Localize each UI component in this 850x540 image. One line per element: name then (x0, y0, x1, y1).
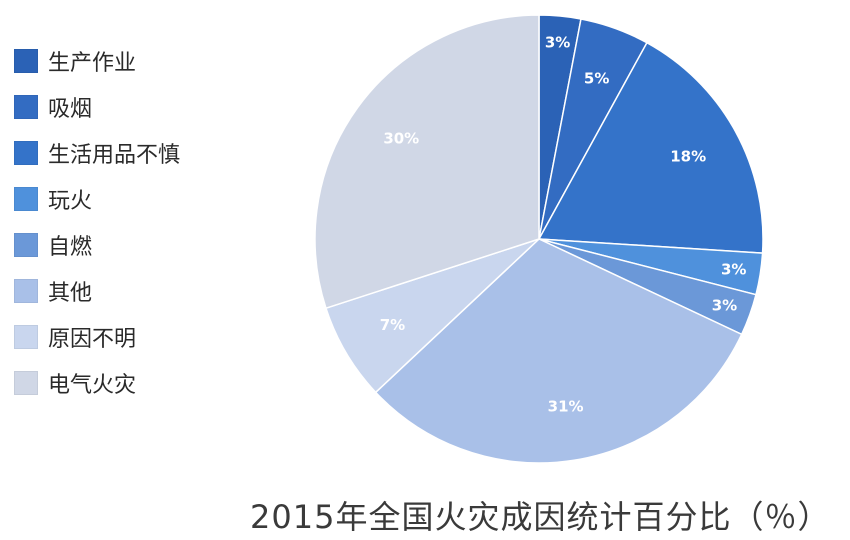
legend-item: 生产作业 (14, 46, 180, 76)
legend-swatch (14, 278, 38, 303)
slice-label: 3% (721, 260, 746, 278)
pie-slice (374, 238, 743, 464)
slice-label: 31% (548, 398, 584, 416)
legend-swatch (14, 48, 38, 73)
slice-label: 3% (712, 296, 737, 314)
legend-item: 原因不明 (14, 322, 180, 352)
slice-label: 7% (380, 316, 405, 334)
slice-label: 18% (670, 147, 706, 165)
legend-label: 生活用品不慎 (48, 142, 181, 168)
legend-swatch (14, 94, 38, 119)
legend-item: 吸烟 (14, 92, 180, 122)
legend-swatch (14, 232, 38, 257)
legend: 生产作业吸烟生活用品不慎 玩火自燃其他原因不明电气火灾 (14, 46, 181, 398)
legend-item: 生活用品不慎 (14, 138, 181, 168)
legend-swatch (14, 370, 38, 395)
slice-label: 5% (584, 69, 609, 87)
legend-item: 自燃 (14, 230, 180, 260)
legend-item: 其他 (14, 276, 180, 306)
legend-label: 吸烟 (48, 96, 93, 122)
legend-label: 电气火灾 (48, 372, 137, 398)
pie-slice (537, 41, 764, 254)
legend-swatch (14, 186, 38, 211)
slice-label: 30% (383, 129, 419, 147)
legend-label: 自燃 (48, 234, 93, 260)
legend-label: 原因不明 (48, 326, 137, 352)
chart-title: 2015年全国火灾成因统计百分比（％） (250, 498, 831, 536)
legend-label: 其他 (48, 280, 93, 306)
legend-item: 电气火灾 (14, 368, 180, 398)
legend-item: 玩火 (14, 184, 180, 214)
legend-label: 玩火 (48, 188, 93, 214)
legend-label: 生产作业 (48, 50, 137, 76)
legend-swatch (14, 324, 38, 349)
slice-label: 3% (545, 33, 570, 51)
legend-swatch (14, 140, 38, 165)
pie-slice (314, 14, 540, 310)
